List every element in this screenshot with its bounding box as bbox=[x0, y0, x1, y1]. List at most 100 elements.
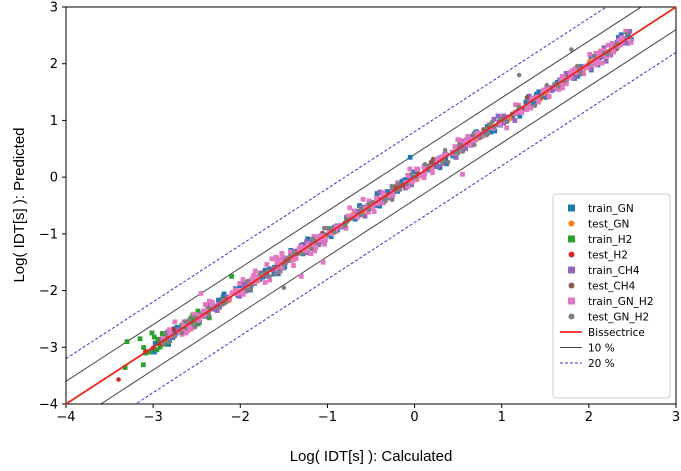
legend-marker-train-gn bbox=[568, 204, 575, 212]
point-train-h2 bbox=[140, 362, 146, 368]
point-test-gn-h2 bbox=[291, 249, 297, 255]
point-train-gn-h2 bbox=[443, 152, 448, 157]
point-train-gn-h2 bbox=[305, 241, 311, 247]
point-train-gn-h2 bbox=[504, 125, 510, 131]
point-train-gn-h2 bbox=[560, 74, 565, 79]
point-train-ch4 bbox=[625, 40, 630, 46]
point-train-gn-h2 bbox=[167, 330, 173, 336]
point-test-gn-h2 bbox=[624, 31, 629, 37]
point-train-gn-h2 bbox=[313, 245, 319, 251]
legend-label-train-ch4: train_CH4 bbox=[588, 265, 640, 277]
reference-line-20 bbox=[134, 51, 676, 404]
point-train-gn-h2 bbox=[232, 287, 238, 293]
legend-label-train-gn: train_GN bbox=[588, 203, 634, 215]
point-train-gn-h2 bbox=[531, 95, 537, 101]
point-train-gn-h2 bbox=[546, 94, 552, 99]
point-train-ch4 bbox=[512, 118, 518, 123]
point-train-gn-h2 bbox=[593, 59, 599, 64]
point-train-gn-h2 bbox=[160, 336, 166, 342]
point-train-ch4 bbox=[377, 189, 383, 195]
point-train-ch4 bbox=[500, 114, 506, 120]
point-test-gn-h2 bbox=[460, 149, 466, 154]
point-test-gn-h2 bbox=[192, 314, 197, 320]
x-tick-label: −4 bbox=[56, 410, 75, 425]
legend-label-train-h2: train_H2 bbox=[588, 234, 632, 246]
point-train-gn-h2 bbox=[497, 122, 503, 128]
x-axis-ticks: −4 −3 −2 −1 0 1 2 3 bbox=[56, 404, 680, 425]
point-train-gn bbox=[357, 203, 362, 208]
point-test-gn-h2 bbox=[456, 142, 462, 147]
point-test-gn-h2 bbox=[389, 184, 395, 190]
x-tick-label: −1 bbox=[318, 410, 337, 425]
point-train-ch4 bbox=[167, 335, 173, 341]
point-train-gn-h2 bbox=[475, 130, 481, 136]
point-train-gn-h2 bbox=[370, 204, 376, 210]
point-train-gn-h2 bbox=[429, 167, 435, 173]
point-train-gn-h2 bbox=[468, 143, 474, 148]
point-train-gn-h2 bbox=[287, 249, 293, 255]
point-train-ch4 bbox=[463, 146, 469, 152]
point-train-gn-h2 bbox=[307, 244, 312, 250]
point-train-gn-h2 bbox=[601, 48, 607, 54]
point-train-gn-h2 bbox=[560, 85, 565, 91]
point-train-gn-h2 bbox=[355, 214, 361, 220]
point-train-gn-h2 bbox=[167, 327, 172, 333]
point-train-ch4 bbox=[355, 208, 361, 214]
point-test-h2 bbox=[116, 377, 121, 382]
legend-label-10: 10 % bbox=[588, 343, 615, 355]
point-train-gn-h2 bbox=[405, 184, 411, 190]
legend-marker-train-h2 bbox=[568, 235, 575, 243]
point-train-gn-h2 bbox=[172, 319, 178, 325]
point-train-gn bbox=[220, 294, 226, 300]
point-train-gn bbox=[523, 99, 529, 105]
point-train-gn-h2 bbox=[298, 273, 304, 279]
point-train-h2 bbox=[147, 349, 153, 355]
point-train-gn-h2 bbox=[380, 194, 386, 200]
point-train-gn bbox=[618, 32, 624, 38]
point-train-gn-h2 bbox=[280, 264, 285, 270]
legend-frame bbox=[552, 193, 671, 399]
point-test-gn-h2 bbox=[179, 330, 185, 336]
point-test-gn-h2 bbox=[470, 132, 476, 138]
y-tick-label: −4 bbox=[39, 398, 58, 413]
legend-label-test-h2: test_H2 bbox=[588, 250, 628, 262]
point-train-gn-h2 bbox=[380, 200, 386, 206]
point-train-gn-h2 bbox=[252, 268, 258, 274]
point-train-gn-h2 bbox=[314, 236, 319, 242]
reference-line-bissectrice bbox=[65, 6, 677, 405]
point-test-gn-h2 bbox=[575, 63, 580, 69]
point-train-gn-h2 bbox=[422, 170, 428, 176]
y-tick-label: −2 bbox=[39, 284, 58, 299]
point-train-gn-h2 bbox=[311, 234, 317, 239]
point-train-gn-h2 bbox=[593, 62, 599, 68]
point-train-gn-h2 bbox=[240, 291, 246, 297]
point-test-gn-h2 bbox=[485, 131, 490, 136]
point-train-gn bbox=[374, 191, 380, 196]
point-train-gn-h2 bbox=[528, 105, 534, 111]
legend-label-20: 20 % bbox=[588, 358, 615, 370]
point-train-h2 bbox=[141, 345, 147, 350]
point-train-gn-h2 bbox=[308, 251, 314, 257]
point-train-gn-h2 bbox=[303, 248, 309, 254]
point-train-gn bbox=[488, 129, 494, 135]
point-train-gn-h2 bbox=[434, 157, 440, 163]
point-test-gn-h2 bbox=[267, 274, 272, 279]
point-train-gn-h2 bbox=[176, 329, 182, 335]
point-train-gn-h2 bbox=[430, 170, 435, 175]
point-train-ch4 bbox=[295, 249, 301, 254]
point-train-gn-h2 bbox=[320, 259, 326, 265]
point-test-gn-h2 bbox=[273, 271, 278, 277]
y-tick-label: 2 bbox=[50, 57, 58, 72]
point-train-gn-h2 bbox=[407, 166, 413, 172]
point-train-gn bbox=[267, 266, 273, 272]
y-axis-title: Log( IDT[s] ): Predicted bbox=[11, 127, 28, 282]
point-train-gn-h2 bbox=[587, 51, 593, 57]
point-train-ch4 bbox=[304, 239, 309, 245]
point-train-gn-h2 bbox=[196, 318, 202, 323]
point-train-gn-h2 bbox=[596, 52, 602, 58]
point-train-h2 bbox=[159, 331, 165, 336]
y-tick-label: 1 bbox=[50, 114, 58, 129]
point-train-gn-h2 bbox=[628, 40, 634, 45]
point-train-gn-h2 bbox=[418, 173, 424, 178]
